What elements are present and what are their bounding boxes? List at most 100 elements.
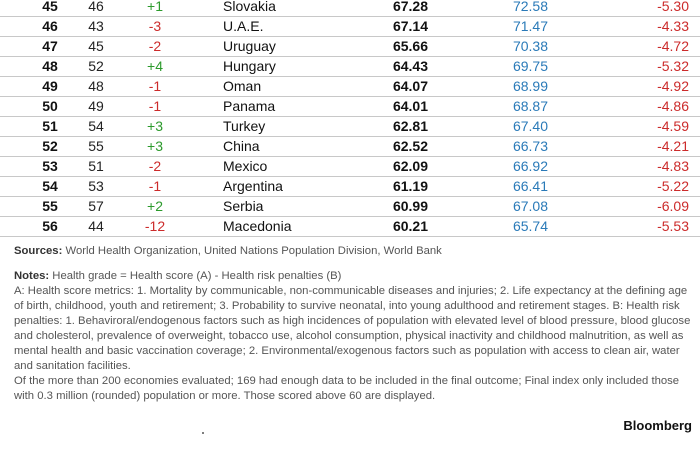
table-row: 51 54 +3 Turkey 62.81 67.40 -4.59 (0, 117, 700, 137)
stray-dot (202, 432, 204, 434)
risk-penalty-cell: -5.32 (657, 58, 689, 74)
risk-penalty-cell: -4.83 (657, 158, 689, 174)
notes-body: A: Health score metrics: 1. Mortality by… (14, 285, 691, 372)
health-grade-cell: 66.73 (512, 138, 548, 154)
health-grade-cell: 68.99 (512, 78, 548, 94)
previous-rank-cell: 55 (88, 138, 104, 154)
rank-change-cell: +3 (147, 118, 163, 134)
health-grade-cell: 65.74 (512, 218, 548, 234)
rank-change-cell: +3 (147, 138, 163, 154)
rank-cell: 53 (42, 158, 58, 174)
health-score-cell: 64.07 (392, 78, 428, 94)
rank-cell: 56 (42, 218, 58, 234)
sources-label: Sources: (14, 245, 63, 257)
country-cell: U.A.E. (223, 18, 264, 34)
table-row: 47 45 -2 Uruguay 65.66 70.38 -4.72 (0, 37, 700, 57)
rank-change-cell: +2 (147, 198, 163, 214)
risk-penalty-cell: -4.86 (657, 98, 689, 114)
previous-rank-cell: 43 (88, 18, 104, 34)
health-score-cell: 60.21 (392, 218, 428, 234)
country-cell: Macedonia (223, 218, 292, 234)
table-row: 52 55 +3 China 62.52 66.73 -4.21 (0, 137, 700, 157)
rank-change-cell: -12 (144, 218, 166, 234)
health-grade-cell: 67.40 (512, 118, 548, 134)
health-score-cell: 62.81 (392, 118, 428, 134)
risk-penalty-cell: -4.72 (657, 38, 689, 54)
health-grade-cell: 70.38 (512, 38, 548, 54)
rank-cell: 51 (42, 118, 58, 134)
rank-cell: 50 (42, 98, 58, 114)
previous-rank-cell: 46 (88, 0, 104, 14)
country-cell: China (223, 138, 260, 154)
health-score-cell: 61.19 (392, 178, 428, 194)
previous-rank-cell: 52 (88, 58, 104, 74)
table-row: 54 53 -1 Argentina 61.19 66.41 -5.22 (0, 177, 700, 197)
notes-line: Notes: Health grade = Health score (A) -… (14, 269, 694, 284)
rank-cell: 47 (42, 38, 58, 54)
health-score-cell: 64.01 (392, 98, 428, 114)
country-cell: Mexico (223, 158, 268, 174)
health-score-cell: 62.52 (392, 138, 428, 154)
health-score-cell: 65.66 (392, 38, 428, 54)
sources-line: Sources: World Health Organization, Unit… (14, 244, 694, 259)
rank-cell: 45 (42, 0, 58, 14)
rank-cell: 52 (42, 138, 58, 154)
table-row: 50 49 -1 Panama 64.01 68.87 -4.86 (0, 97, 700, 117)
risk-penalty-cell: -4.33 (657, 18, 689, 34)
table-row: 49 48 -1 Oman 64.07 68.99 -4.92 (0, 77, 700, 97)
risk-penalty-cell: -6.09 (657, 198, 689, 214)
health-ranking-table: 45 46 +1 Slovakia 67.28 72.58 -5.30 46 43 -3 U.A.E… (0, 0, 700, 237)
table-row: 45 46 +1 Slovakia 67.28 72.58 -5.30 (0, 0, 700, 17)
previous-rank-cell: 44 (88, 218, 104, 234)
previous-rank-cell: 54 (88, 118, 104, 134)
table-row: 53 51 -2 Mexico 62.09 66.92 -4.83 (0, 157, 700, 177)
country-cell: Hungary (223, 58, 276, 74)
table-row: 55 57 +2 Serbia 60.99 67.08 -6.09 (0, 197, 700, 217)
rank-cell: 46 (42, 18, 58, 34)
rank-cell: 54 (42, 178, 58, 194)
rank-change-cell: -2 (148, 158, 162, 174)
health-grade-cell: 66.41 (512, 178, 548, 194)
rank-change-cell: +1 (147, 0, 163, 14)
country-cell: Panama (223, 98, 276, 114)
health-grade-cell: 72.58 (512, 0, 548, 14)
country-cell: Serbia (223, 198, 264, 214)
health-grade-cell: 66.92 (512, 158, 548, 174)
footer-notes: Sources: World Health Organization, Unit… (14, 244, 694, 404)
country-cell: Argentina (223, 178, 283, 194)
health-score-cell: 67.14 (392, 18, 428, 34)
table-row: 56 44 -12 Macedonia 60.21 65.74 -5.53 (0, 217, 700, 237)
risk-penalty-cell: -5.30 (657, 0, 689, 14)
sources-text: World Health Organization, United Nation… (62, 245, 442, 257)
previous-rank-cell: 57 (88, 198, 104, 214)
bloomberg-logo-text: Bloomberg (623, 418, 692, 433)
risk-penalty-cell: -4.21 (657, 138, 689, 154)
health-grade-cell: 67.08 (512, 198, 548, 214)
rank-change-cell: +4 (147, 58, 163, 74)
notes-label: Notes: (14, 270, 50, 282)
rank-cell: 48 (42, 58, 58, 74)
previous-rank-cell: 53 (88, 178, 104, 194)
rank-cell: 55 (42, 198, 58, 214)
country-cell: Uruguay (223, 38, 276, 54)
health-score-cell: 60.99 (392, 198, 428, 214)
rank-change-cell: -3 (148, 18, 162, 34)
rank-cell: 49 (42, 78, 58, 94)
rank-change-cell: -1 (148, 78, 162, 94)
rank-change-cell: -2 (148, 38, 162, 54)
rank-change-cell: -1 (148, 178, 162, 194)
country-cell: Oman (223, 78, 262, 94)
previous-rank-cell: 51 (88, 158, 104, 174)
notes-evaluated: Of the more than 200 economies evaluated… (14, 375, 680, 402)
health-score-cell: 62.09 (392, 158, 428, 174)
health-score-cell: 67.28 (392, 0, 428, 14)
country-cell: Slovakia (223, 0, 276, 14)
risk-penalty-cell: -4.92 (657, 78, 689, 94)
health-grade-cell: 71.47 (512, 18, 548, 34)
risk-penalty-cell: -5.22 (657, 178, 689, 194)
notes-intro: Health grade = Health score (A) - Health… (49, 270, 342, 282)
rank-change-cell: -1 (148, 98, 162, 114)
risk-penalty-cell: -4.59 (657, 118, 689, 134)
previous-rank-cell: 45 (88, 38, 104, 54)
table-row: 46 43 -3 U.A.E. 67.14 71.47 -4.33 (0, 17, 700, 37)
